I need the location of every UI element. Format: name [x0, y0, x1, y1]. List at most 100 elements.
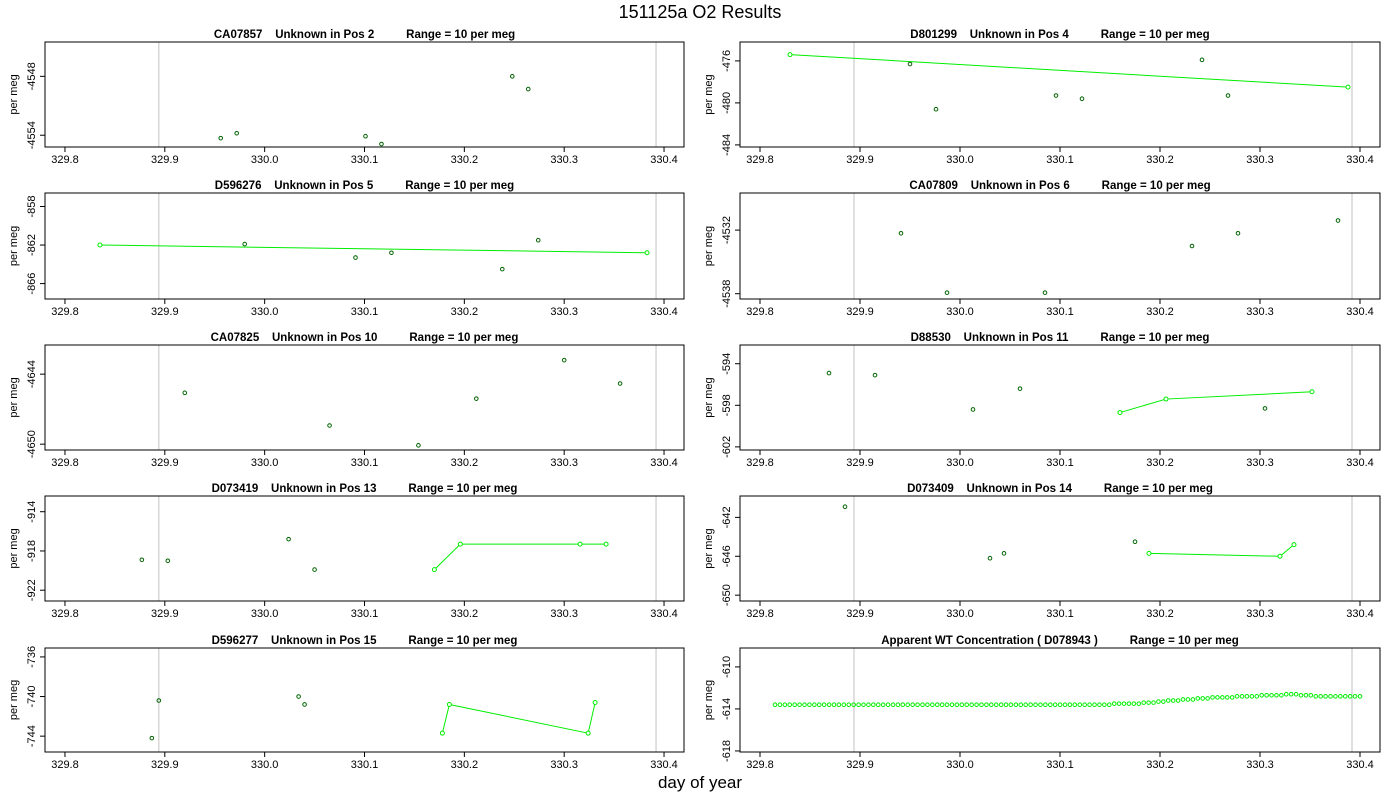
x-tick-label: 330.0 [946, 759, 974, 771]
fit-point [1163, 396, 1169, 402]
x-tick-label: 330.0 [946, 306, 974, 318]
concentration-point [1298, 692, 1304, 698]
data-point [1262, 406, 1268, 411]
concentration-point [934, 702, 940, 708]
x-tick-label: 330.2 [1146, 759, 1174, 771]
y-tick-label: -4644 [26, 360, 38, 388]
data-point [1132, 539, 1138, 544]
concentration-point [772, 702, 778, 708]
x-tick-label: 330.3 [1246, 457, 1274, 469]
concentration-point [1092, 702, 1097, 708]
x-tick-label: 330.0 [251, 759, 279, 771]
data-point [165, 558, 171, 564]
concentration-point [979, 702, 984, 708]
concentration-point [998, 702, 1004, 708]
concentration-point [1161, 699, 1166, 704]
concentration-point [1028, 702, 1033, 708]
y-axis-label: per meg [8, 226, 20, 266]
data-point [561, 357, 567, 363]
x-tick-label: 330.2 [451, 154, 479, 166]
concentration-point [944, 702, 950, 708]
concentration-point [1328, 694, 1333, 699]
concentration-point [1313, 694, 1319, 699]
concentration-point [890, 702, 896, 708]
y-tick-label: -858 [26, 195, 38, 217]
data-point [987, 555, 993, 561]
x-tick-label: 329.8 [51, 457, 79, 469]
data-point [525, 86, 531, 92]
data-point [1053, 93, 1059, 98]
fit-line [441, 702, 596, 734]
concentration-point [984, 702, 989, 708]
x-tick-label: 330.1 [1046, 457, 1074, 469]
concentration-point [1357, 694, 1363, 699]
concentration-point [1303, 692, 1309, 698]
concentration-point [1205, 696, 1210, 701]
concentration-point [1264, 692, 1269, 698]
concentration-point [1077, 702, 1083, 708]
concentration-point [812, 702, 817, 708]
concentration-point [1333, 694, 1338, 699]
x-tick-label: 330.4 [650, 608, 678, 620]
y-tick-label: -744 [26, 725, 38, 747]
data-point [1017, 386, 1023, 391]
x-tick-label: 330.0 [946, 457, 974, 469]
fit-line [1119, 391, 1313, 414]
concentration-point [959, 702, 965, 708]
plot-frame [44, 647, 685, 753]
fit-point [1309, 389, 1315, 395]
concentration-point [1210, 695, 1215, 700]
concentration-point [964, 702, 970, 708]
fit-point [97, 242, 103, 248]
concentration-point [1008, 702, 1014, 708]
concentration-point [1116, 701, 1122, 706]
concentration-point [895, 702, 901, 708]
data-point [872, 372, 878, 378]
fit-point [585, 730, 591, 736]
panel-title: D073419 Unknown in Pos 13 Range = 10 per… [212, 483, 518, 495]
x-tick-label: 330.0 [251, 608, 279, 620]
x-tick-label: 330.4 [650, 306, 678, 318]
fit-point [1345, 84, 1351, 90]
concentration-point [1220, 695, 1225, 700]
data-point [286, 536, 291, 542]
fit-point [592, 699, 598, 705]
y-tick-label: -642 [721, 506, 733, 528]
concentration-point [846, 702, 852, 708]
concentration-point [1102, 702, 1107, 708]
concentration-point [1185, 697, 1191, 702]
concentration-point [1318, 694, 1323, 699]
x-tick-label: 329.8 [51, 306, 79, 318]
concentration-point [930, 702, 935, 708]
concentration-point [1087, 702, 1092, 708]
concentration-point [826, 702, 832, 708]
data-point [617, 381, 623, 386]
panel-8: D073409 Unknown in Pos 14 Range = 10 per… [703, 483, 1381, 620]
data-point [139, 557, 145, 563]
data-point [242, 241, 247, 247]
y-tick-label: -602 [721, 436, 733, 458]
concentration-point [1141, 700, 1146, 705]
data-point [842, 504, 848, 509]
data-point [944, 290, 950, 295]
x-tick-label: 330.2 [1146, 154, 1174, 166]
x-tick-label: 330.4 [1346, 306, 1374, 318]
panel-title: D801299 Unknown in Pos 4 Range = 10 per … [910, 29, 1209, 41]
x-tick-label: 330.4 [1346, 154, 1374, 166]
y-axis-label: per meg [8, 528, 20, 568]
data-point [327, 423, 332, 428]
x-tick-label: 330.1 [1046, 154, 1074, 166]
data-point [379, 141, 384, 147]
data-point [509, 74, 515, 79]
fit-point [1291, 542, 1297, 548]
concentration-point [920, 702, 925, 708]
concentration-point [1215, 695, 1220, 700]
concentration-point [1338, 694, 1343, 699]
x-tick-label: 330.0 [946, 608, 974, 620]
plot-frame [739, 344, 1381, 451]
y-axis-label: per meg [703, 528, 715, 568]
concentration-point [1308, 692, 1314, 698]
concentration-point [1131, 701, 1137, 706]
y-tick-label: -598 [721, 394, 733, 416]
